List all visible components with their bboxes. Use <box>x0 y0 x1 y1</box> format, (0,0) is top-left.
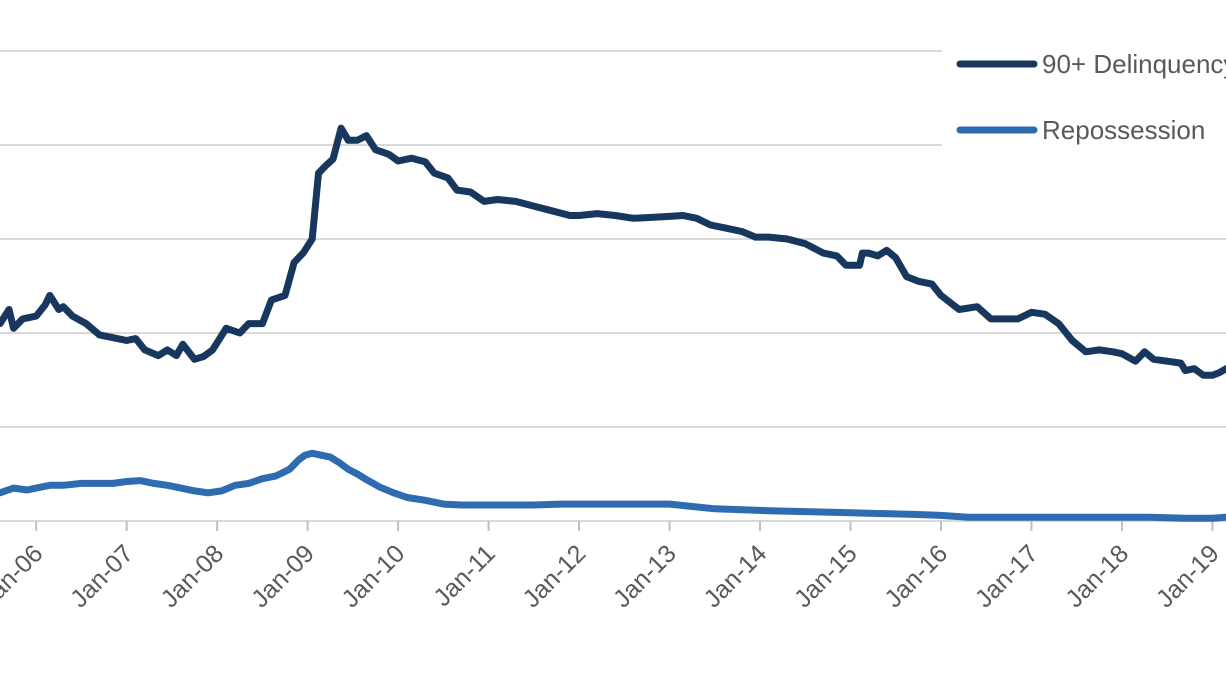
x-axis: Jan-06 Jan-07 Jan-08 Jan-09 Jan-10 Jan-11 Jan-… <box>0 520 1226 613</box>
x-tick-label: Jan-19 <box>1151 539 1225 613</box>
x-tick-label: Jan-17 <box>970 539 1044 613</box>
x-tick-label: Jan-18 <box>1060 539 1134 613</box>
legend-label-repossession: Repossession <box>1042 115 1205 145</box>
x-tick-label: Jan-08 <box>156 539 230 613</box>
x-tick-label: Jan-11 <box>428 539 501 612</box>
x-tick-label: Jan-06 <box>0 539 48 613</box>
legend: 90+ Delinquency Repossession <box>942 30 1226 160</box>
x-tick-label: Jan-13 <box>608 539 682 613</box>
series-layer <box>0 124 1226 522</box>
x-tick-label: Jan-10 <box>336 539 410 613</box>
x-tick-label: Jan-09 <box>246 539 320 613</box>
x-tick-label: Jan-16 <box>879 539 953 613</box>
legend-label-90-delinquency: 90+ Delinquency <box>1042 49 1226 79</box>
x-tick-label: Jan-07 <box>65 539 139 613</box>
series-line-repossession <box>0 449 1226 522</box>
series-line-90-delinquency <box>0 124 1226 379</box>
x-tick-label: Jan-15 <box>789 539 863 613</box>
x-tick-label: Jan-14 <box>698 539 772 613</box>
legend-background <box>942 30 1226 160</box>
x-tick-label: Jan-12 <box>517 539 591 613</box>
